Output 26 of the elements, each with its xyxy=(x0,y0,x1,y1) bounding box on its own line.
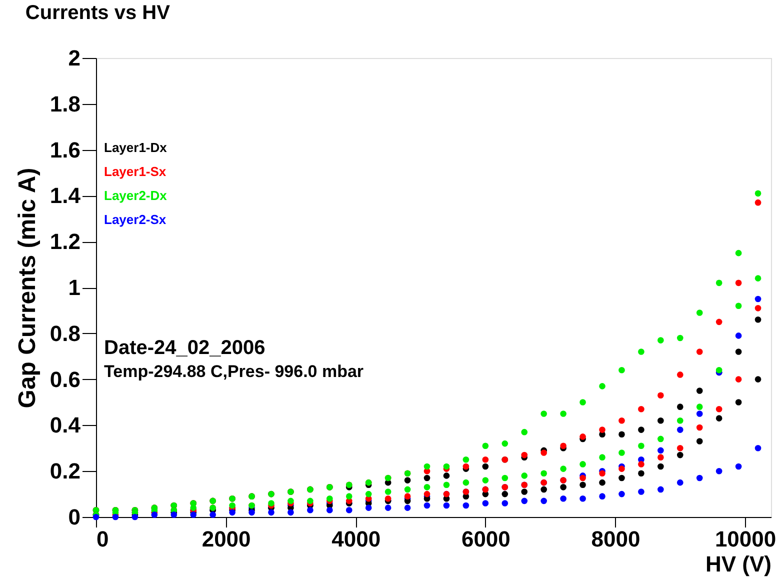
y-tick-label: 0.4 xyxy=(50,412,82,438)
x-tick-label: 8000 xyxy=(591,526,640,552)
y-tick-label: 1.4 xyxy=(50,183,82,208)
annotation: Temp-294.88 C,Pres- 996.0 mbar xyxy=(104,362,364,381)
y-tick-label: 1.8 xyxy=(50,91,80,116)
y-tick-label: 0.6 xyxy=(50,366,80,392)
x-tick-label: 0 xyxy=(96,526,109,552)
annotation: Date-24_02_2006 xyxy=(104,337,266,359)
text: Layer2-Dx xyxy=(104,188,168,203)
text: Layer2-Sx xyxy=(104,212,167,227)
y-tick-label: 0 xyxy=(68,504,80,530)
x-tick-label: 10000 xyxy=(714,526,776,552)
y-tick-label: 0.8 xyxy=(50,320,80,346)
y-tick-label: 1 xyxy=(68,275,80,300)
chart-title: Currents vs HV xyxy=(25,2,171,24)
text: Layer1-Dx xyxy=(104,140,168,155)
x-tick-label: 6000 xyxy=(461,526,510,552)
x-tick-label: 2000 xyxy=(202,526,251,552)
y-tick-label: 1.6 xyxy=(50,137,80,162)
x-axis-title: HV (V) xyxy=(706,552,772,576)
text: Layer1-Sx xyxy=(104,164,167,179)
y-tick-label: 0.2 xyxy=(50,458,80,484)
y-tick-label: 2 xyxy=(68,46,80,70)
x-tick-label: 4000 xyxy=(332,526,381,552)
y-tick-label: 1.2 xyxy=(50,229,80,254)
y-axis-title: Gap Currents (mic A) xyxy=(14,168,41,408)
